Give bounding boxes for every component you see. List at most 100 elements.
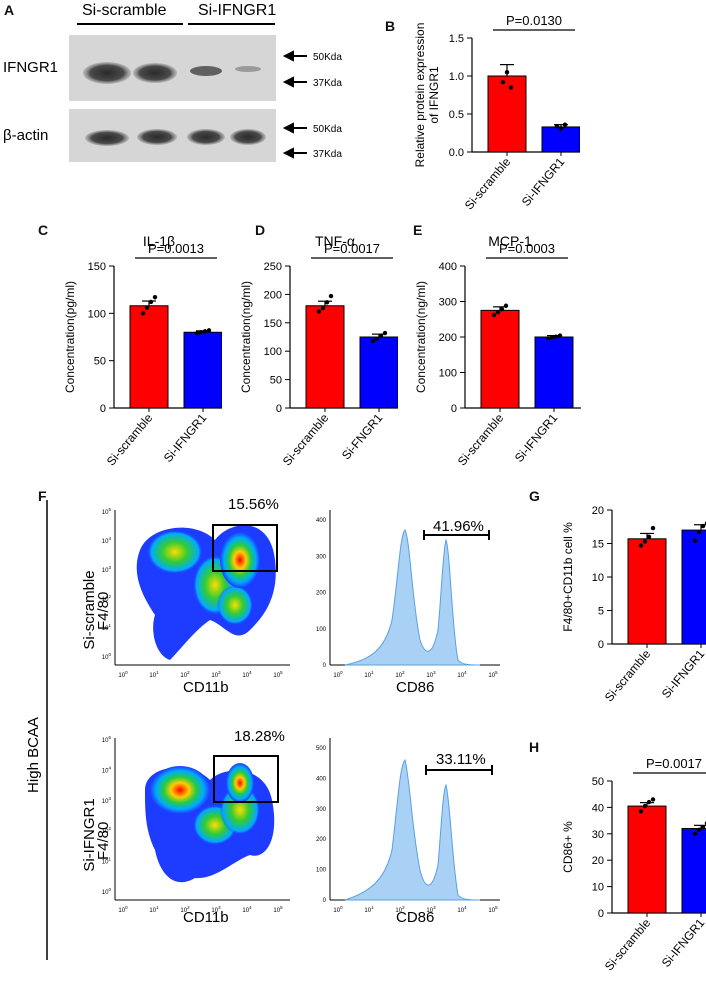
bar-si-scramble <box>627 805 667 914</box>
data-point <box>206 328 212 333</box>
x-tick-label: Si-scramble <box>602 916 654 974</box>
gate-percent-row1: 15.56% <box>228 496 279 513</box>
y-tick-label: 10 <box>592 572 604 584</box>
density-ylabel-row1: F4/80 <box>95 592 112 630</box>
decade-tick-label: 104 <box>457 905 467 914</box>
y-tick-label: 5 <box>598 606 604 618</box>
decade-tick-label: 101 <box>102 857 112 866</box>
y-tick-label: 300 <box>439 297 457 309</box>
density-ylabel-row2: F4/80 <box>95 822 112 860</box>
decade-tick-label: 102 <box>180 905 190 914</box>
y-tick-label: 50 <box>94 356 106 368</box>
y-tick-label: 20 <box>592 855 604 867</box>
data-point <box>553 334 559 339</box>
y-tick-label: 150 <box>88 261 106 273</box>
marker-37kda-row2: 37Kda <box>313 149 342 160</box>
panel-d-letter: D <box>255 222 266 238</box>
decade-tick-label: 104 <box>102 536 112 545</box>
y-axis-label: Relative protein expressionof IFNGR1 <box>413 23 441 168</box>
y-tick-label: 10 <box>592 882 604 894</box>
decade-tick-label: 100 <box>333 905 343 914</box>
y-axis-label: Concentration(pg/ml) <box>63 281 77 393</box>
x-tick-label: Si-scramble <box>455 411 507 469</box>
p-value: P=0.0003 <box>499 241 555 256</box>
decade-tick-label: 103 <box>426 905 436 914</box>
data-point <box>202 329 208 334</box>
data-point <box>194 331 200 336</box>
y-tick-label: 100 <box>88 308 106 320</box>
hist-y-tick-label: 0 <box>323 898 327 904</box>
x-tick-label: Si-IFNGR1 <box>512 411 561 465</box>
panel-a-letter: A <box>4 2 15 18</box>
data-point <box>382 330 388 336</box>
decade-tick-label: 105 <box>273 670 283 679</box>
flow-cytometry-panel: High BCAA 15.56% F4/80 Si-scramble CD11b… <box>25 496 500 960</box>
x-tick-label: Si-IFNGR1 <box>519 155 568 209</box>
decade-tick-label: 103 <box>426 670 436 679</box>
high-bcaa-label: High BCAA <box>25 717 42 793</box>
hist-percent-row2: 33.11% <box>436 751 486 768</box>
hist-y-tick-label: 100 <box>316 868 327 874</box>
data-point <box>374 336 380 341</box>
decade-tick-label: 103 <box>211 905 221 914</box>
y-tick-label: 250 <box>264 261 282 273</box>
hist-percent-row1: 41.96% <box>433 518 484 535</box>
row-label-si-scramble: Si-scramble <box>81 570 98 649</box>
panel-h-letter: H <box>529 739 540 755</box>
bar-si-ifngr1 <box>534 336 574 409</box>
decade-tick-label: 101 <box>149 670 159 679</box>
p-value: P=0.0017 <box>324 241 380 256</box>
y-tick-label: 200 <box>264 289 282 301</box>
data-point <box>696 529 702 535</box>
data-point <box>508 85 514 90</box>
data-point <box>692 538 698 544</box>
bar-si-ifngr1 <box>681 529 706 645</box>
decade-tick-label: 104 <box>457 670 467 679</box>
data-point <box>144 305 150 310</box>
data-point <box>148 299 154 305</box>
chart-b-ifngr1-expression: 0.0 0.5 1.0 1.5 Relative protein expressiono… <box>413 13 580 213</box>
decade-tick-label: 102 <box>395 905 405 914</box>
data-point <box>500 79 506 85</box>
panel-b-letter: B <box>385 18 396 34</box>
decade-tick-label: 100 <box>102 887 112 896</box>
hist-y-tick-label: 100 <box>316 627 327 633</box>
decade-tick-label: 103 <box>211 670 221 679</box>
decade-tick-label: 100 <box>102 652 112 661</box>
gate-percent-row2: 18.28% <box>234 728 285 745</box>
data-point <box>370 338 376 344</box>
histogram-si-scramble: 41.96% CD86 <box>329 510 500 696</box>
y-axis-label: F4/80+CD11b cell % <box>561 522 575 632</box>
bar-si-ifngr1 <box>183 331 222 409</box>
hist-y-tick-label: 200 <box>316 591 327 597</box>
x-tick-label: Si-scramble <box>104 411 156 469</box>
y-axis-label: Concentration(ng/ml) <box>239 281 253 393</box>
decade-tick-label: 100 <box>118 905 128 914</box>
data-point <box>650 525 656 531</box>
data-point <box>198 330 204 335</box>
x-tick-label: Si-scramble <box>462 155 514 213</box>
decade-tick-label: 102 <box>102 826 112 835</box>
y-tick-label: 0 <box>451 403 457 415</box>
decade-tick-label: 101 <box>364 670 374 679</box>
hist-y-tick-label: 400 <box>316 776 327 782</box>
x-tick-label: Si-IFNGR1 <box>161 411 210 465</box>
y-tick-label: 50 <box>270 375 282 387</box>
western-blot-panel: Si-scramble Si-IFNGR1 IFNGR1 β-actin 50K… <box>3 2 342 162</box>
y-tick-label: 100 <box>264 346 282 358</box>
marker-50kda-row1: 50Kda <box>313 52 342 63</box>
hist-y-tick-label: 400 <box>316 518 327 524</box>
y-tick-label: 0 <box>100 403 106 415</box>
chart-d-tnfa: TNF-α 0 50 100 150 200 250 Concentration(ng/ml)… <box>239 233 398 468</box>
panel-e-letter: E <box>413 222 423 238</box>
decade-tick-label: 104 <box>102 765 112 774</box>
density-xlabel-row2: CD11b <box>183 909 229 926</box>
data-point <box>638 809 644 814</box>
chart-g-f480-cd11b: 0 5 10 15 20 F4/80+CD11b cell % Si-scramble Si-… <box>561 505 706 705</box>
y-tick-label: 0.5 <box>449 109 464 121</box>
hist-y-tick-label: 0 <box>323 663 327 669</box>
y-tick-label: 0.0 <box>449 147 464 159</box>
group-label-si-scramble: Si-scramble <box>82 2 167 19</box>
x-tick-label: Si-scramble <box>602 647 654 705</box>
data-point <box>545 336 551 341</box>
